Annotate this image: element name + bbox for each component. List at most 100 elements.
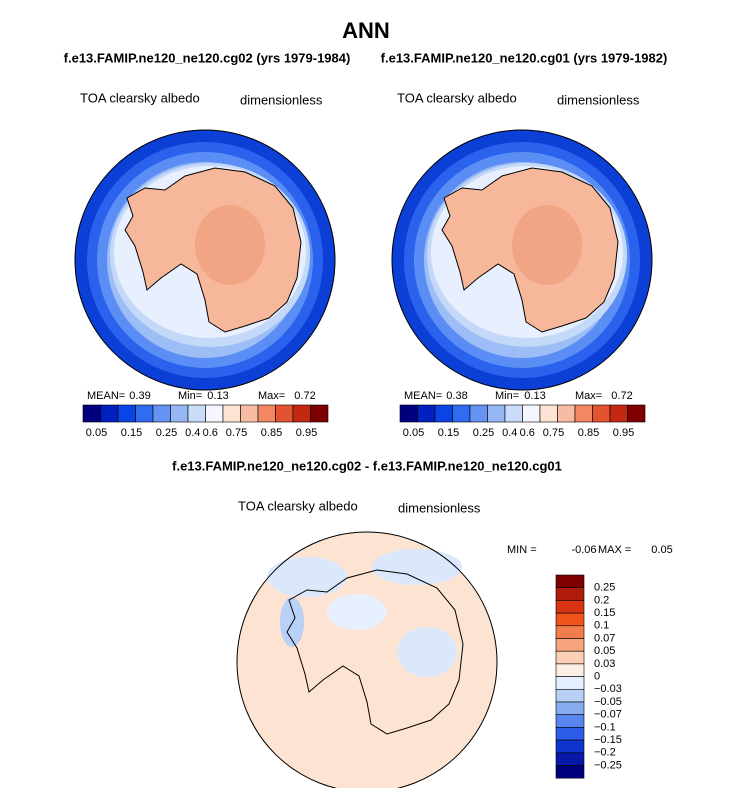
colorbar-box xyxy=(417,404,436,423)
colorbar-label: 0.03 xyxy=(594,658,615,670)
colorbar-label: −0.03 xyxy=(594,683,622,695)
colorbar-box xyxy=(292,404,311,423)
colorbar-label: −0.05 xyxy=(594,696,622,708)
colorbar-box xyxy=(504,404,523,423)
colorbar-label: 0.05 xyxy=(403,427,424,439)
stat-label: MEAN= xyxy=(87,390,125,402)
colorbar-label: −0.25 xyxy=(594,759,622,771)
colorbar-box xyxy=(555,638,585,652)
colorbar-label: 0.2 xyxy=(594,594,609,606)
colorbar-box xyxy=(555,574,585,588)
colorbar-label: −0.2 xyxy=(594,747,616,759)
colorbar-box xyxy=(152,404,171,423)
map xyxy=(236,531,498,793)
colorbar-box xyxy=(555,650,585,665)
colorbar-box xyxy=(240,404,259,423)
colorbar-box xyxy=(555,663,585,677)
colorbar-label: 0.75 xyxy=(543,427,564,439)
colorbar-box xyxy=(555,612,585,627)
colorbar-label: 0.95 xyxy=(296,427,317,439)
colorbar-label: 0.05 xyxy=(594,645,615,657)
colorbar-box xyxy=(574,404,593,423)
colorbar-label: 0.4 xyxy=(502,427,517,439)
colorbar-label: 0.6 xyxy=(520,427,535,439)
colorbar-box xyxy=(555,739,585,754)
colorbar-box xyxy=(555,600,585,614)
colorbar-box xyxy=(82,404,101,423)
stat-label: Max= xyxy=(258,390,285,402)
colorbar-box xyxy=(452,404,471,423)
colorbar-label: 0.07 xyxy=(594,632,615,644)
colorbar-box xyxy=(555,701,585,715)
colorbar-box xyxy=(399,404,418,423)
colorbar-label: 0.15 xyxy=(438,427,459,439)
colorbar-box xyxy=(170,404,189,423)
colorbar-label: 0.85 xyxy=(261,427,282,439)
colorbar-label: 0.05 xyxy=(86,427,107,439)
stat-value: -0.06 xyxy=(571,544,596,556)
colorbar-box xyxy=(469,404,488,423)
colorbar-box xyxy=(275,404,294,423)
colorbar-label: −0.15 xyxy=(594,734,622,746)
colorbar-box xyxy=(555,714,585,728)
colorbar-label: 0.85 xyxy=(578,427,599,439)
colorbar-box xyxy=(187,404,206,423)
colorbar-box xyxy=(257,404,276,423)
colorbar-label: −0.1 xyxy=(594,721,616,733)
stat-value: 0.39 xyxy=(129,390,150,402)
units: dimensionless xyxy=(240,92,323,107)
colorbar-label: 0.1 xyxy=(594,620,609,632)
stat-value: 0.72 xyxy=(294,390,315,402)
colorbar-box xyxy=(555,688,585,703)
colorbar-label: 0.15 xyxy=(121,427,142,439)
colorbar-box xyxy=(609,404,628,423)
difference-title: f.e13.FAMIP.ne120_ne120.cg02 - f.e13.FAM… xyxy=(172,458,562,473)
colorbar-box xyxy=(555,765,585,779)
stat-value: 0.13 xyxy=(207,390,228,402)
colorbar-box xyxy=(555,676,585,690)
colorbar-box xyxy=(627,404,646,423)
colorbar-box xyxy=(117,404,136,423)
stat-label: Min= xyxy=(495,390,519,402)
stat-label: MIN = xyxy=(507,544,537,556)
stat-label: Max= xyxy=(575,390,602,402)
stat-value: 0.38 xyxy=(446,390,467,402)
colorbar-label: 0.25 xyxy=(473,427,494,439)
units: dimensionless xyxy=(398,500,481,515)
colorbar-box xyxy=(555,727,585,741)
colorbar-label: 0.75 xyxy=(226,427,247,439)
variable: TOA clearsky albedo xyxy=(397,90,517,105)
colorbar-label: −0.07 xyxy=(594,709,622,721)
colorbar-label: 0.25 xyxy=(594,582,615,594)
colorbar-box xyxy=(592,404,611,423)
subtitle: f.e13.FAMIP.ne120_ne120.cg01 (yrs 1979-1… xyxy=(381,50,668,65)
stat-label: MEAN= xyxy=(404,390,442,402)
stat-label: Min= xyxy=(178,390,202,402)
variable: TOA clearsky albedo xyxy=(238,498,358,513)
stat-value: 0.72 xyxy=(611,390,632,402)
colorbar-box xyxy=(434,404,453,423)
colorbar-label: 0.25 xyxy=(156,427,177,439)
stat-value: 0.05 xyxy=(651,544,672,556)
colorbar-label: 0.4 xyxy=(185,427,200,439)
colorbar-box xyxy=(555,587,585,601)
colorbar-box xyxy=(222,404,241,423)
colorbar-box xyxy=(557,404,576,423)
stat-value: 0.13 xyxy=(524,390,545,402)
colorbar-box xyxy=(522,404,541,423)
variable: TOA clearsky albedo xyxy=(80,90,200,105)
subtitle: f.e13.FAMIP.ne120_ne120.cg02 (yrs 1979-1… xyxy=(64,50,351,65)
map xyxy=(74,129,336,391)
map xyxy=(391,129,653,391)
stat-label: MAX = xyxy=(598,544,631,556)
colorbar-box xyxy=(205,404,224,423)
title: ANN xyxy=(342,18,390,43)
colorbar-box xyxy=(555,625,585,639)
colorbar-label: 0.6 xyxy=(203,427,218,439)
units: dimensionless xyxy=(557,92,640,107)
colorbar-box xyxy=(135,404,154,423)
colorbar-label: 0 xyxy=(594,671,600,683)
colorbar-box xyxy=(100,404,119,423)
